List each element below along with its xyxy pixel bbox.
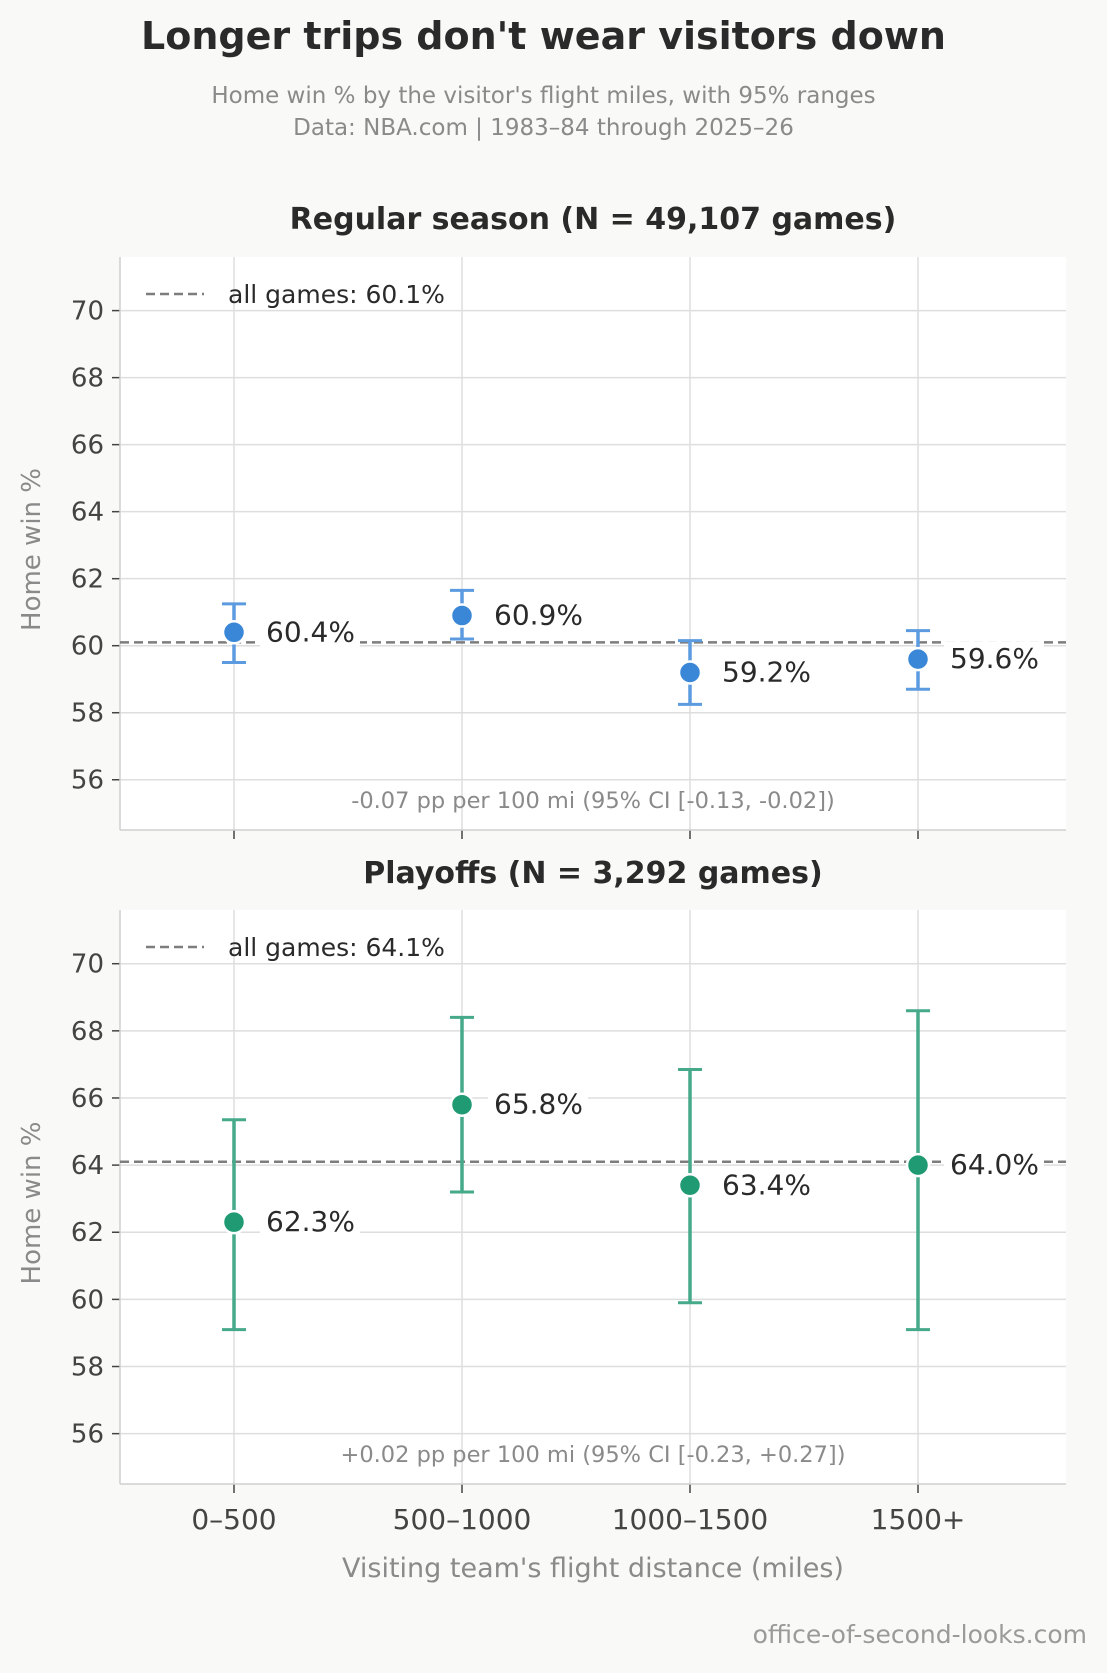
slope-annotation: -0.07 pp per 100 mi (95% CI [-0.13, -0.0… [351, 788, 835, 814]
x-tick-label: 1500+ [871, 1503, 966, 1536]
data-label-bg [716, 654, 816, 689]
data-label-bg [260, 614, 360, 649]
y-tick-label: 58 [71, 1353, 104, 1383]
data-label-bg [488, 597, 588, 632]
x-tick-label: 0–500 [191, 1503, 276, 1536]
y-tick-label: 62 [71, 1218, 104, 1248]
y-tick-label: 64 [71, 498, 104, 528]
x-axis-label: Visiting team's flight distance (miles) [342, 1553, 844, 1584]
playoffs-panel: 56 58 60 62 64 66 68 70 all games: 64.1% 62.3% 65.… [17, 856, 1066, 1584]
data-label: 63.4% [722, 1168, 811, 1201]
y-axis-label: Home win % [17, 1122, 47, 1285]
y-tick-label: 64 [71, 1151, 104, 1181]
data-point-group: 65.8% [449, 1015, 588, 1194]
data-label: 62.3% [266, 1205, 355, 1238]
data-label-bg [944, 1147, 1044, 1182]
data-point-group: 60.9% [449, 588, 588, 641]
y-tick-label: 58 [71, 699, 104, 729]
plot-area [120, 257, 1066, 830]
y-axis-label: Home win % [17, 468, 47, 631]
data-label: 64.0% [950, 1148, 1039, 1181]
subtitle-line-1: Home win % by the visitor's flight miles… [211, 83, 876, 109]
data-label-bg [488, 1086, 588, 1121]
footer-credit: office-of-second-looks.com [752, 1620, 1087, 1649]
data-point [221, 1209, 247, 1235]
y-tick-label: 70 [71, 297, 104, 327]
data-label: 65.8% [494, 1088, 583, 1121]
y-tick-label: 70 [71, 950, 104, 980]
y-tick-label: 60 [71, 1285, 104, 1315]
data-label-bg [716, 1167, 816, 1202]
data-point [905, 646, 931, 672]
data-label: 59.2% [722, 656, 811, 689]
panel-title: Regular season (N = 49,107 games) [290, 202, 897, 237]
data-point [221, 620, 247, 645]
x-tick-label: 1000–1500 [612, 1503, 769, 1536]
panel-title: Playoffs (N = 3,292 games) [363, 856, 822, 891]
legend-label: all games: 64.1% [228, 933, 445, 962]
legend-label: all games: 60.1% [228, 280, 445, 309]
data-point-group: 62.3% [221, 1118, 360, 1332]
data-point [677, 1173, 703, 1198]
slope-annotation: +0.02 pp per 100 mi (95% CI [-0.23, +0.2… [340, 1442, 845, 1468]
y-tick-label: 66 [71, 1084, 104, 1114]
y-tick-label: 56 [71, 1420, 104, 1450]
y-tick-label: 60 [71, 632, 104, 662]
data-point [449, 1092, 475, 1117]
data-point-group: 64.0% [905, 1009, 1044, 1332]
subtitle-line-2: Data: NBA.com | 1983–84 through 2025–26 [293, 115, 794, 141]
chart-title: Longer trips don't wear visitors down [141, 14, 946, 58]
chart-subtitle: Home win % by the visitor's flight miles… [0, 80, 1087, 144]
data-point [905, 1152, 931, 1178]
data-point-group: 60.4% [221, 602, 360, 664]
y-tick-label: 62 [71, 565, 104, 595]
regular-season-panel: 56 58 60 62 64 66 68 70 all games: 60.1% 60.4% 60.… [17, 202, 1066, 839]
y-tick-label: 56 [71, 766, 104, 796]
data-label: 60.4% [266, 615, 355, 648]
y-tick-label: 66 [71, 431, 104, 461]
data-label: 59.6% [950, 642, 1039, 675]
data-point-group: 63.4% [677, 1067, 816, 1305]
data-label: 60.9% [494, 599, 583, 632]
data-label-bg [944, 641, 1044, 676]
x-tick-label: 500–1000 [393, 1503, 532, 1536]
data-point-group: 59.2% [677, 639, 816, 706]
y-tick-label: 68 [71, 364, 104, 394]
data-label-bg [260, 1204, 360, 1239]
data-point [677, 660, 703, 685]
data-point [449, 603, 475, 628]
plot-area [120, 910, 1066, 1484]
data-point-group: 59.6% [905, 629, 1044, 691]
y-tick-label: 68 [71, 1017, 104, 1047]
